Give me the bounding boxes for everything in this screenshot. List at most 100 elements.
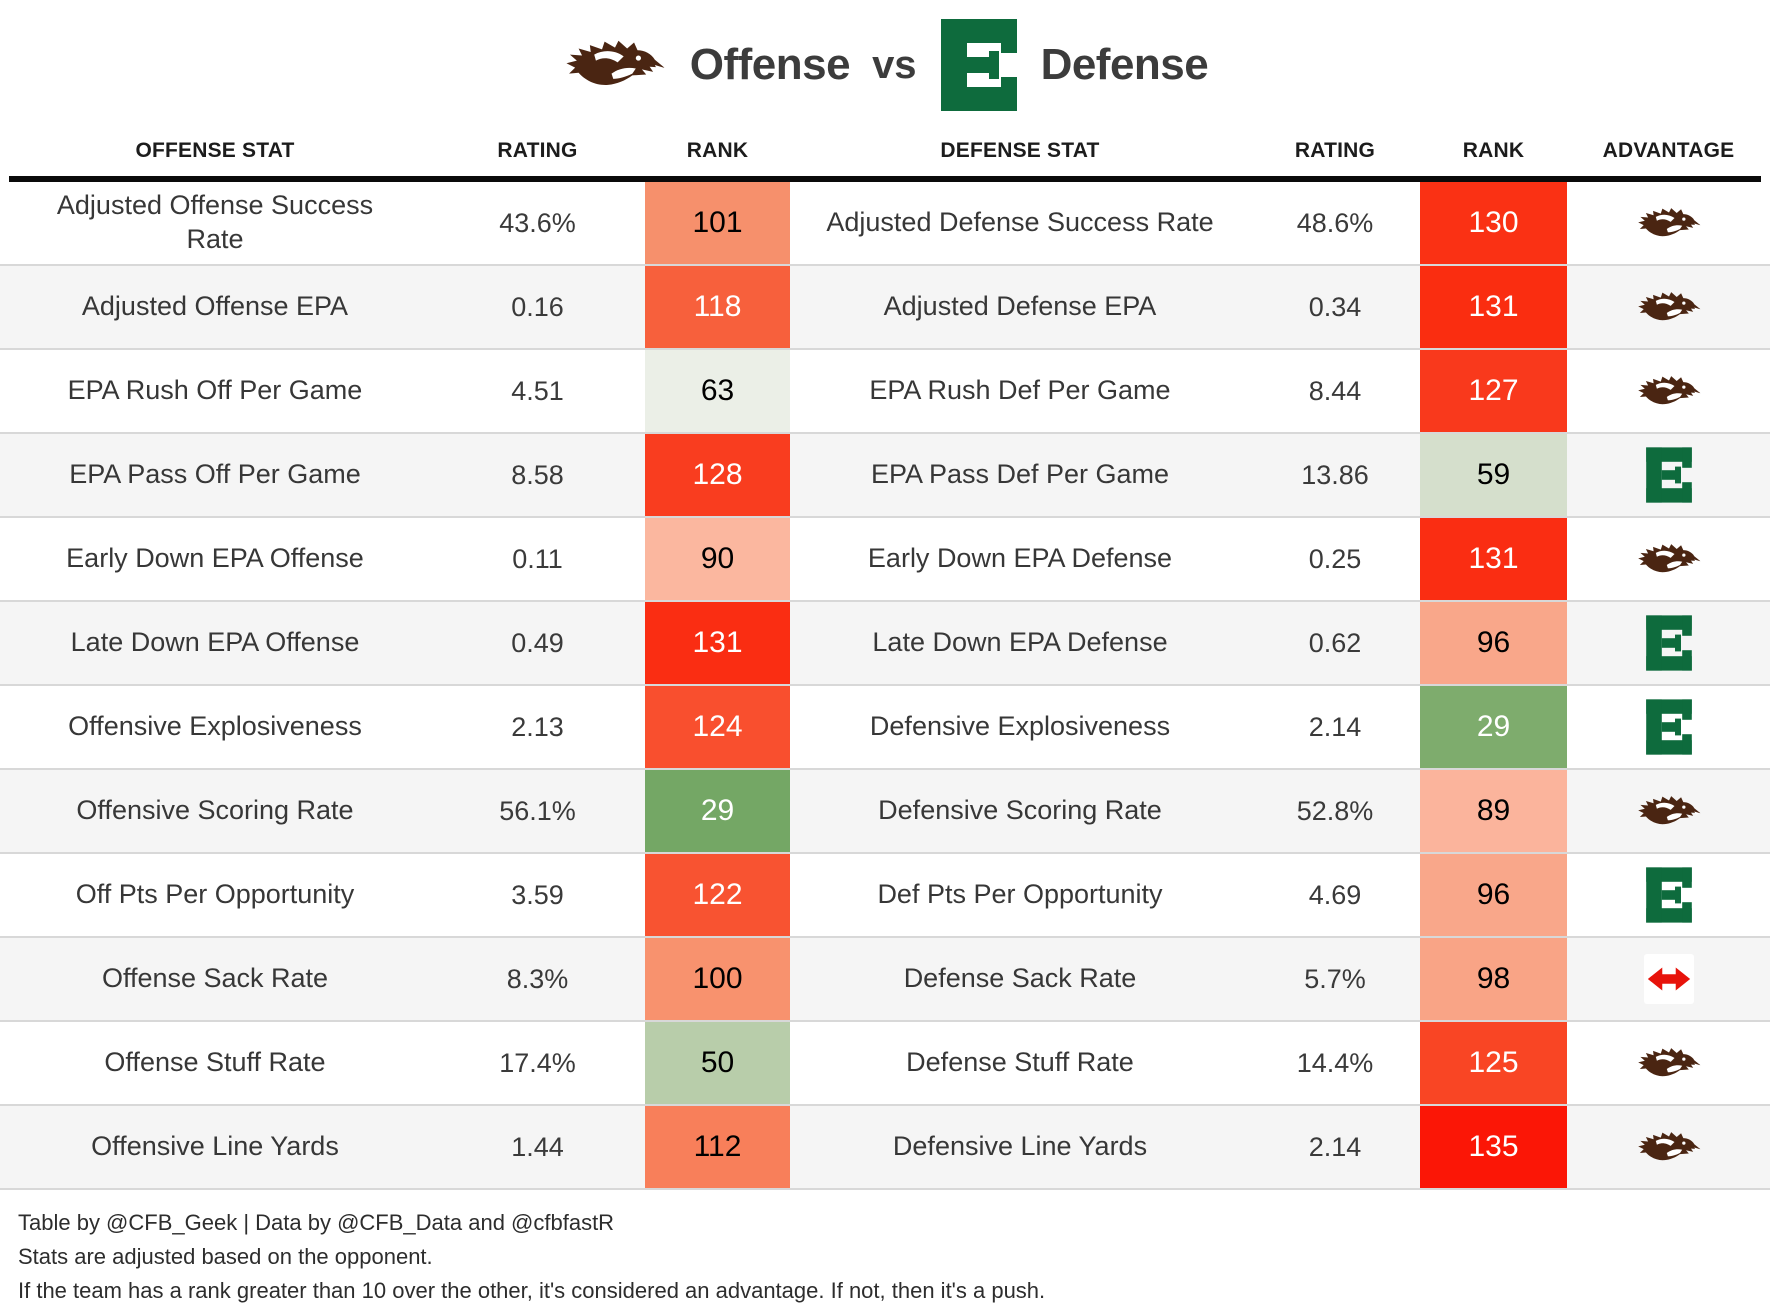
defense-stat-label: Defensive Scoring Rate	[878, 795, 1162, 826]
wmu-bronco-logo	[1637, 375, 1700, 404]
defense-rating-value: 0.25	[1308, 543, 1362, 574]
emu-block-e-logo	[1645, 867, 1692, 923]
advantage-cell	[1567, 266, 1770, 348]
defense-stat-label: EPA Pass Def Per Game	[870, 459, 1170, 490]
offense-rank-badge: 131	[645, 602, 790, 684]
defense-rating-value: 4.69	[1308, 879, 1362, 910]
table-body: Adjusted Offense Success Rate 43.6% 101 …	[0, 182, 1770, 1190]
defense-rank-badge: 125	[1420, 1022, 1567, 1104]
offense-rank-badge: 128	[645, 434, 790, 516]
emu-block-e-logo	[940, 19, 1017, 111]
table-row: EPA Pass Off Per Game 8.58 128 EPA Pass …	[0, 434, 1770, 518]
title-offense-label: Offense	[689, 40, 851, 89]
table-row: Offense Sack Rate 8.3% 100 Defense Sack …	[0, 938, 1770, 1022]
offense-rating-value: 56.1%	[499, 795, 576, 826]
defense-rank-badge: 89	[1420, 770, 1567, 852]
table-row: Adjusted Offense EPA 0.16 118 Adjusted D…	[0, 266, 1770, 350]
column-header-defense-rating: RATING	[1294, 139, 1376, 162]
footer: Table by @CFB_Geek | Data by @CFB_Data a…	[18, 1206, 1770, 1308]
offense-rating-value: 0.11	[512, 543, 563, 574]
defense-stat-label: Def Pts Per Opportunity	[877, 879, 1163, 910]
defense-rating-value: 13.86	[1301, 459, 1369, 490]
footer-note-advantage-rule: If the team has a rank greater than 10 o…	[18, 1278, 1046, 1303]
advantage-cell	[1567, 854, 1770, 936]
defense-rank-badge: 59	[1420, 434, 1567, 516]
defense-stat-label: Defensive Line Yards	[892, 1131, 1148, 1162]
table-row: Offensive Scoring Rate 56.1% 29 Defensiv…	[0, 770, 1770, 854]
table-row: Late Down EPA Offense 0.49 131 Late Down…	[0, 602, 1770, 686]
table-row: EPA Rush Off Per Game 4.51 63 EPA Rush D…	[0, 350, 1770, 434]
footer-credit-line: Table by @CFB_Geek | Data by @CFB_Data a…	[18, 1210, 615, 1235]
offense-rating-value: 3.59	[511, 879, 564, 910]
offense-rank-badge: 29	[645, 770, 790, 852]
defense-stat-label: Adjusted Defense Success Rate	[826, 207, 1214, 238]
offense-rating-value: 0.49	[511, 627, 564, 658]
defense-rating-value: 14.4%	[1296, 1047, 1374, 1078]
offense-rank-badge: 124	[645, 686, 790, 768]
advantage-cell	[1567, 686, 1770, 768]
defense-rank-badge: 96	[1420, 854, 1567, 936]
offense-stat-label: Early Down EPA Offense	[66, 543, 364, 574]
advantage-cell	[1567, 350, 1770, 432]
column-header-offense-rating: RATING	[497, 139, 578, 162]
offense-stat-label: Off Pts Per Opportunity	[75, 879, 355, 910]
offense-stat-label: EPA Rush Off Per Game	[67, 375, 363, 406]
advantage-cell	[1567, 182, 1770, 264]
defense-stat-label: EPA Rush Def Per Game	[869, 375, 1171, 406]
column-header-offense-stat: OFFENSE STAT	[135, 139, 295, 162]
advantage-cell	[1567, 434, 1770, 516]
advantage-cell	[1567, 602, 1770, 684]
defense-rating-value: 2.14	[1308, 1131, 1362, 1162]
page-title: Offense vs Defense	[0, 0, 1770, 126]
advantage-cell	[1567, 1022, 1770, 1104]
offense-rating-value: 17.4%	[499, 1047, 576, 1078]
column-header-advantage: ADVANTAGE	[1602, 139, 1735, 162]
defense-rank-badge: 131	[1420, 518, 1567, 600]
defense-stat-label: Defense Stuff Rate	[906, 1047, 1134, 1078]
defense-rating-value: 52.8%	[1296, 795, 1374, 826]
defense-rating-value: 48.6%	[1296, 207, 1374, 238]
defense-stat-label: Defense Sack Rate	[903, 963, 1137, 994]
column-header-defense-rank: RANK	[1462, 139, 1525, 162]
title-vs-label: vs	[872, 42, 917, 87]
offense-stat-label: Offensive Line Yards	[91, 1131, 339, 1162]
offense-stat-label: Offensive Explosiveness	[68, 711, 362, 742]
offense-rating-value: 2.13	[511, 711, 564, 742]
offense-stat-label: Offense Sack Rate	[101, 963, 329, 994]
defense-rank-badge: 98	[1420, 938, 1567, 1020]
advantage-cell	[1567, 1106, 1770, 1188]
advantage-cell	[1567, 770, 1770, 852]
advantage-cell	[1567, 518, 1770, 600]
wmu-bronco-logo	[1637, 1047, 1700, 1076]
offense-rank-badge: 112	[645, 1106, 790, 1188]
emu-block-e-logo	[1645, 447, 1692, 503]
wmu-bronco-logo	[1637, 291, 1700, 320]
push-arrows-icon	[1643, 954, 1694, 1004]
table-row: Off Pts Per Opportunity 3.59 122 Def Pts…	[0, 854, 1770, 938]
offense-rank-badge: 100	[645, 938, 790, 1020]
advantage-cell	[1567, 938, 1770, 1020]
offense-stat-label: EPA Pass Off Per Game	[69, 459, 361, 490]
wmu-bronco-logo	[1637, 543, 1700, 572]
offense-rating-value: 1.44	[511, 1131, 564, 1162]
offense-rank-badge: 101	[645, 182, 790, 264]
wmu-bronco-logo	[1637, 207, 1700, 236]
defense-rating-value: 0.62	[1308, 627, 1362, 658]
table-row: Early Down EPA Offense 0.11 90 Early Dow…	[0, 518, 1770, 602]
emu-block-e-logo	[1645, 615, 1692, 671]
defense-rank-badge: 130	[1420, 182, 1567, 264]
offense-stat-label: Adjusted Offense Success Rate	[56, 190, 374, 254]
offense-stat-label: Offense Stuff Rate	[104, 1047, 326, 1078]
offense-stat-label: Offensive Scoring Rate	[76, 795, 354, 826]
offense-rating-value: 4.51	[511, 375, 564, 406]
table-row: Offensive Explosiveness 2.13 124 Defensi…	[0, 686, 1770, 770]
title-defense-label: Defense	[1040, 40, 1209, 89]
table-row: Offensive Line Yards 1.44 112 Defensive …	[0, 1106, 1770, 1190]
column-header-offense-rank: RANK	[686, 139, 749, 162]
column-header-defense-stat: DEFENSE STAT	[940, 139, 1100, 162]
offense-rating-value: 43.6%	[499, 207, 576, 238]
table-row: Adjusted Offense Success Rate 43.6% 101 …	[0, 182, 1770, 266]
defense-stat-label: Early Down EPA Defense	[867, 543, 1173, 574]
offense-rank-badge: 122	[645, 854, 790, 936]
offense-stat-label: Late Down EPA Offense	[70, 627, 360, 658]
